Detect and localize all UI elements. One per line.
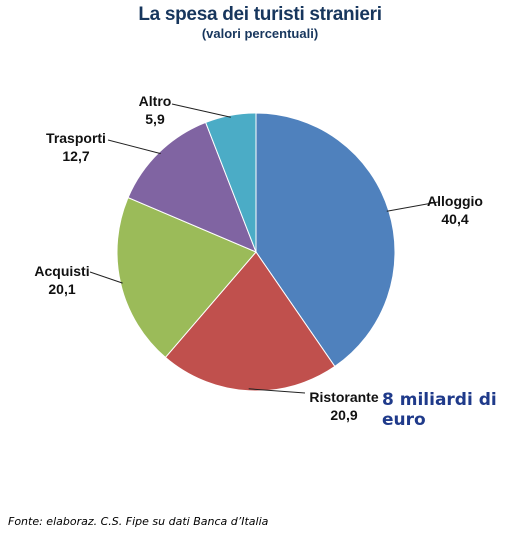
chart-subtitle: (valori percentuali) xyxy=(201,26,319,41)
slice-value-acquisti: 20,1 xyxy=(48,281,75,297)
pie-slice-ristorante xyxy=(164,251,336,392)
leader-line-acquisti xyxy=(89,271,123,284)
slice-label-ristorante: Ristorante xyxy=(309,389,378,405)
slice-value-altro: 5,9 xyxy=(145,111,165,127)
slice-value-trasporti: 12,7 xyxy=(62,148,89,164)
slice-value-ristorante: 20,9 xyxy=(330,407,357,423)
source-note: Fonte: elaboraz. C.S. Fipe su dati Banca… xyxy=(8,515,269,528)
chart-title: La spesa dei turisti stranieri xyxy=(138,4,382,25)
slice-label-trasporti: Trasporti xyxy=(46,130,106,146)
slice-label-acquisti: Acquisti xyxy=(34,263,89,279)
leader-line-altro xyxy=(171,103,231,118)
leader-line-alloggio xyxy=(386,201,439,212)
leader-line-trasporti xyxy=(107,139,161,155)
leader-line-ristorante xyxy=(248,388,306,394)
pie-slice-altro xyxy=(204,112,257,253)
total-note: 8 miliardi di euro xyxy=(382,390,497,430)
slice-label-alloggio: Alloggio xyxy=(427,193,483,209)
pie-slice-trasporti xyxy=(127,121,257,253)
slice-label-altro: Altro xyxy=(139,93,172,109)
slice-value-alloggio: 40,4 xyxy=(441,211,468,227)
